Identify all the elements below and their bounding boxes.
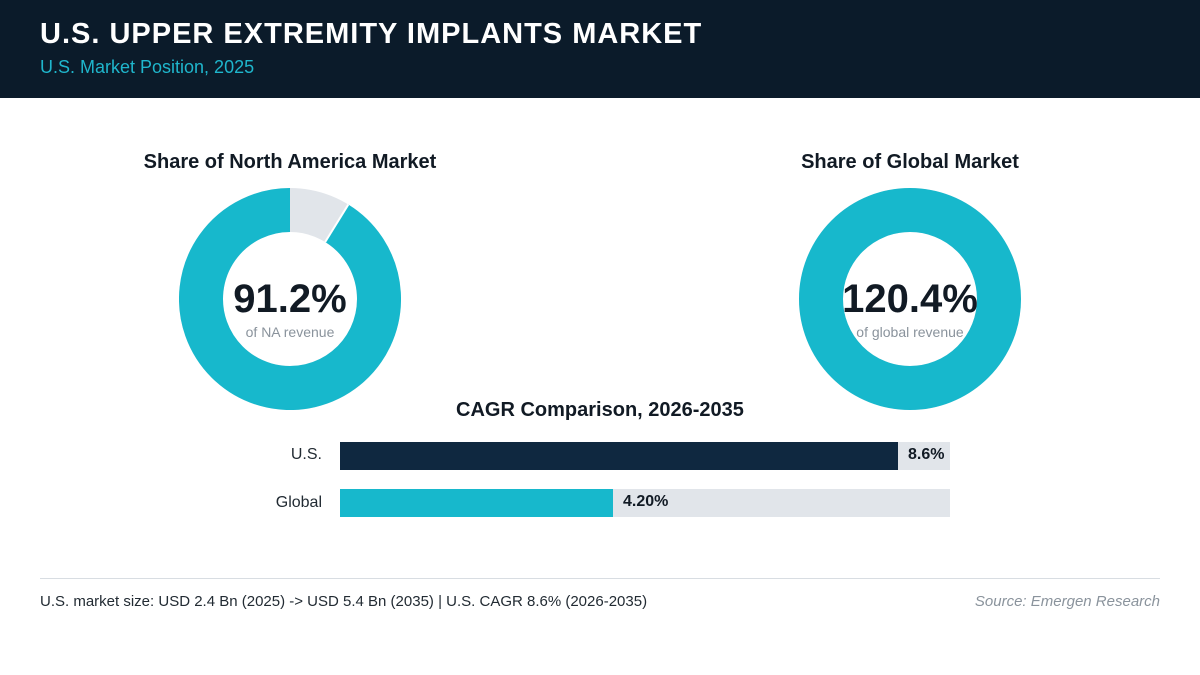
donut-global-title: Share of Global Market	[801, 151, 1019, 173]
donut-global-center: 120.4% of global revenue	[799, 276, 1021, 340]
cagr-chart-title: CAGR Comparison, 2026-2035	[456, 399, 744, 421]
donut-na-center: 91.2% of NA revenue	[179, 276, 401, 340]
donut-na-slice-separator	[324, 204, 350, 243]
donut-na-share-slice	[179, 188, 401, 410]
page-title: U.S. UPPER EXTREMITY IMPLANTS MARKET	[40, 18, 703, 50]
bar-value-us: 8.6%	[908, 446, 945, 463]
bar-fill-global	[340, 489, 613, 517]
bar-value-global: 4.20%	[623, 493, 669, 510]
donut-na-value: 91.2%	[233, 277, 347, 321]
bar-label-us: U.S.	[290, 446, 322, 463]
footer-source: Source: Emergen Research	[974, 593, 1160, 610]
bar-label-global: Global	[275, 494, 322, 511]
bar-track-global: 4.20%	[340, 489, 950, 517]
bar-fill-us	[340, 442, 898, 470]
header-banner: U.S. UPPER EXTREMITY IMPLANTS MARKET U.S…	[0, 0, 1200, 98]
donut-global-chart	[799, 188, 1021, 410]
donut-global-share-slice	[799, 188, 1021, 410]
bar-track-us: 8.6%	[340, 442, 950, 470]
donut-na-title: Share of North America Market	[143, 151, 437, 173]
donut-na-chart	[179, 188, 401, 410]
footer-note: U.S. market size: USD 2.4 Bn (2025) -> U…	[40, 593, 648, 610]
page-subtitle: U.S. Market Position, 2025	[40, 57, 255, 77]
donut-na-caption: of NA revenue	[245, 324, 335, 340]
footer-divider	[40, 578, 1160, 579]
donut-global-caption: of global revenue	[856, 324, 964, 340]
donut-global-value: 120.4%	[842, 277, 978, 321]
